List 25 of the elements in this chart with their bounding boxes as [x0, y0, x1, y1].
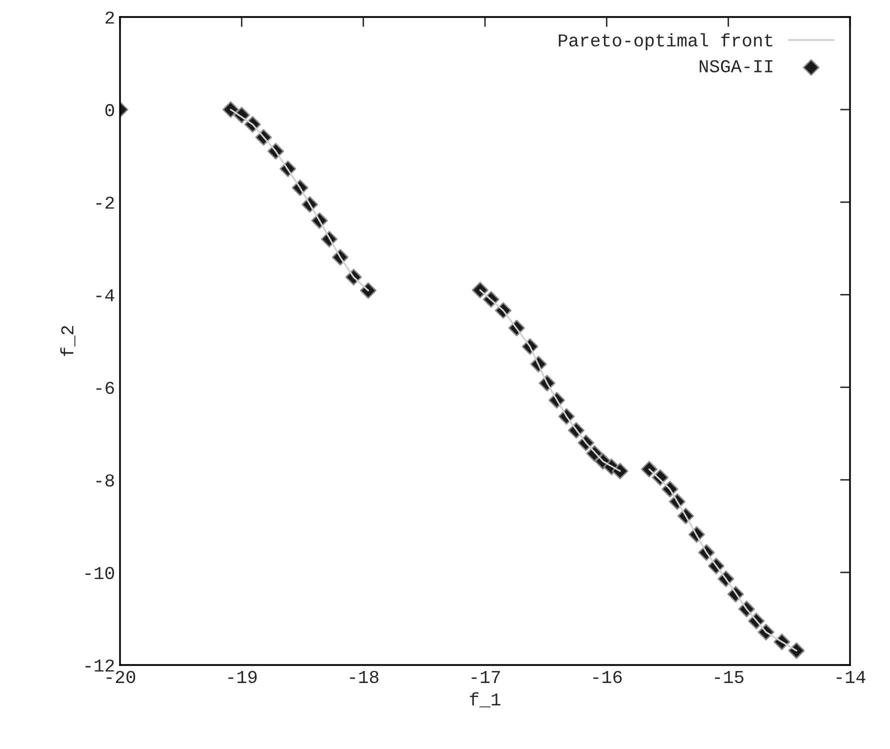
legend-label: Pareto-optimal front [558, 33, 772, 50]
y-tick-label: 2 [106, 11, 114, 24]
y-tick-label: -8 [96, 474, 114, 487]
point [640, 460, 658, 478]
x-tick-label: -14 [836, 671, 866, 683]
y-axis-title: f_2 [60, 326, 76, 356]
point [222, 101, 240, 118]
point [472, 282, 488, 298]
y-tick-label: -6 [96, 382, 114, 394]
point [788, 642, 805, 659]
x-tick-label: -19 [228, 670, 257, 684]
point [360, 282, 376, 299]
point [612, 462, 628, 480]
x-tick-label: -17 [472, 671, 500, 683]
y-tick-label: 0 [105, 104, 114, 116]
x-tick-label: -16 [593, 670, 622, 684]
y-tick-label: -10 [86, 566, 114, 580]
legend-label: NSGA-II [700, 60, 772, 72]
x-tick-label: -20 [106, 670, 136, 684]
y-tick-label: -12 [86, 659, 114, 672]
x-tick-label: -15 [715, 671, 744, 684]
y-tick-label: -4 [96, 289, 114, 302]
y-tick-label: -2 [96, 196, 114, 209]
x-tick-label: -18 [350, 670, 378, 684]
x-axis-title: f_1 [470, 692, 500, 708]
